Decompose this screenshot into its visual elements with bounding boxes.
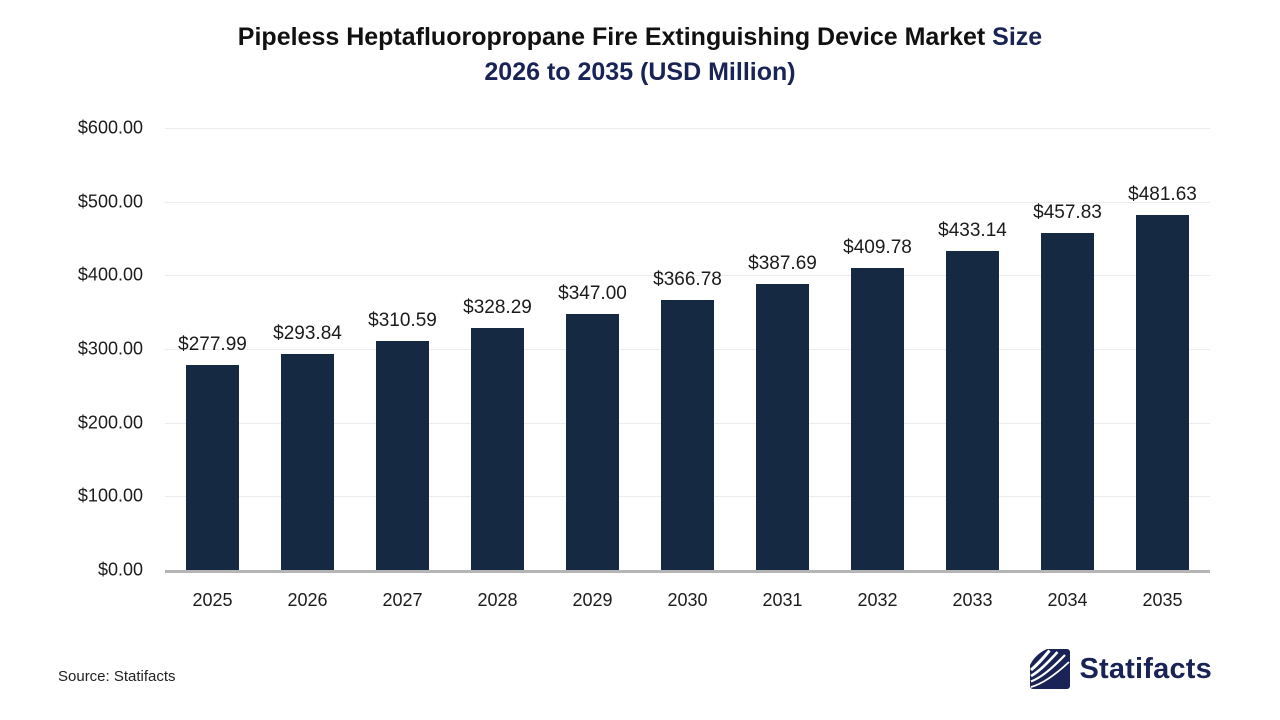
bar-2028[interactable]: $328.29 (463, 297, 532, 570)
bar-value-label: $366.78 (653, 268, 722, 290)
bar-value-label: $481.63 (1128, 184, 1197, 206)
bar-value-label: $328.29 (463, 297, 532, 319)
bar-column: $310.59 (355, 128, 450, 570)
statifacts-logo[interactable]: Statifacts (1030, 649, 1212, 689)
x-tick-label: 2025 (192, 590, 233, 610)
bars: $277.99 $293.84 $310.59 $328.29 $347.00 $366.… (165, 128, 1210, 570)
x-tick-label: 2033 (952, 590, 993, 610)
bar-2034[interactable]: $457.83 (1033, 202, 1102, 570)
x-tick-label: 2029 (572, 590, 613, 610)
bar-2029[interactable]: $347.00 (558, 283, 627, 570)
bar-value-label: $347.00 (558, 283, 627, 305)
gridline (165, 201, 1210, 203)
bar-2030[interactable]: $366.78 (653, 269, 722, 570)
x-tick-label: 2031 (762, 590, 803, 610)
bar-value-label: $277.99 (178, 334, 247, 356)
bar-2027[interactable]: $310.59 (368, 310, 437, 570)
y-tick-label: $200.00 (77, 412, 143, 433)
bar-2035[interactable]: $481.63 (1128, 184, 1197, 570)
plot-area: $277.99 $293.84 $310.59 $328.29 $347.00 $366.… (165, 128, 1210, 573)
bar-value-label: $457.83 (1033, 201, 1102, 223)
bar-value-label: $387.69 (748, 253, 817, 275)
bar-2025[interactable]: $277.99 (178, 334, 247, 570)
bar-value-label: $310.59 (368, 310, 437, 332)
y-tick-label: $600.00 (77, 117, 143, 138)
x-tick-label: 2026 (287, 590, 328, 610)
bar-column: $457.83 (1020, 128, 1115, 570)
x-tick-label: 2030 (667, 590, 708, 610)
bar-2032[interactable]: $409.78 (843, 237, 912, 570)
y-tick-label: $0.00 (97, 559, 143, 580)
bar-column: $277.99 (165, 128, 260, 570)
x-tick-label: 2028 (477, 590, 518, 610)
y-tick-label: $300.00 (77, 338, 143, 359)
bar-column: $481.63 (1115, 128, 1210, 570)
y-axis-labels: $600.00 $500.00 $400.00 $300.00 $200.00 $100.… (40, 118, 143, 580)
bar-column: $328.29 (450, 128, 545, 570)
x-tick-label: 2027 (382, 590, 423, 610)
bar-2026[interactable]: $293.84 (273, 323, 342, 570)
bar-value-label: $293.84 (273, 322, 342, 344)
chart-title-main: Pipeless Heptafluoropropane Fire Extingu… (237, 23, 993, 51)
bar-column: $293.84 (260, 128, 355, 570)
y-tick-label: $500.00 (77, 191, 143, 212)
bar-column: $387.69 (735, 128, 830, 570)
source-text: Source: Statifacts (58, 668, 176, 685)
chart-title-line1: Pipeless Heptafluoropropane Fire Extingu… (0, 20, 1280, 55)
x-tick-label: 2034 (1047, 590, 1088, 610)
chart-title-line2: 2026 to 2035 (USD Million) (484, 58, 796, 86)
gridline (165, 128, 1210, 129)
y-tick-label: $100.00 (77, 485, 143, 506)
bar-column: $366.78 (640, 128, 735, 570)
bar-value-label: $409.78 (843, 237, 912, 259)
bar-column: $347.00 (545, 128, 640, 570)
y-tick-label: $400.00 (77, 264, 143, 285)
bar-2033[interactable]: $433.14 (938, 220, 1007, 570)
statifacts-logo-icon (1030, 649, 1071, 689)
x-axis-labels: 2025 2026 2027 2028 2029 2030 2031 2032 2033 2034… (165, 573, 1210, 611)
bar-value-label: $433.14 (938, 219, 1007, 241)
x-tick-label: 2032 (857, 590, 898, 610)
bar-column: $433.14 (925, 128, 1020, 570)
bar-column: $409.78 (830, 128, 925, 570)
chart-title-accent: Size (992, 23, 1043, 51)
statifacts-logo-text: Statifacts (1079, 652, 1212, 685)
bar-2031[interactable]: $387.69 (748, 253, 817, 570)
gridline (165, 275, 1210, 277)
x-tick-label: 2035 (1142, 590, 1183, 610)
chart-title: Pipeless Heptafluoropropane Fire Extingu… (0, 20, 1280, 90)
